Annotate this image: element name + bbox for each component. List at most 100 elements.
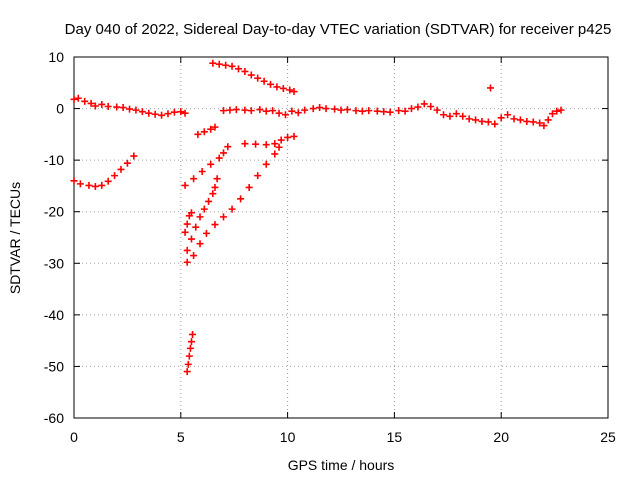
- data-point: [91, 182, 99, 190]
- data-point: [126, 105, 134, 113]
- data-point: [177, 108, 185, 116]
- data-point: [269, 107, 277, 115]
- data-point: [365, 107, 373, 115]
- series-track-a: [209, 59, 298, 96]
- data-point: [237, 195, 245, 203]
- data-point: [220, 149, 228, 157]
- chart-title: Day 040 of 2022, Sidereal Day-to-day VTE…: [65, 21, 612, 38]
- data-point: [262, 160, 270, 168]
- data-point: [267, 80, 275, 88]
- data-point: [181, 109, 189, 117]
- data-point: [529, 118, 537, 126]
- data-point: [262, 107, 270, 115]
- data-point: [279, 84, 287, 92]
- data-point: [241, 67, 249, 75]
- data-point: [232, 106, 240, 114]
- data-point: [185, 352, 193, 360]
- data-point: [395, 107, 403, 115]
- data-point: [98, 181, 106, 189]
- x-tick-label: 5: [177, 429, 185, 445]
- data-point: [414, 103, 422, 111]
- data-point: [91, 102, 99, 110]
- plot-frame: [73, 56, 609, 419]
- data-point: [170, 108, 178, 116]
- series-isolated: [487, 84, 495, 92]
- series-track-g: [181, 209, 195, 236]
- x-tick-label: 25: [600, 429, 616, 445]
- data-point: [123, 159, 131, 167]
- y-tick-label: 0: [56, 101, 64, 117]
- data-point: [260, 77, 268, 85]
- x-axis-label: GPS time / hours: [288, 457, 395, 473]
- data-point: [189, 330, 197, 338]
- series-track-d: [241, 132, 298, 149]
- data-point: [111, 172, 119, 180]
- data-point: [183, 246, 191, 254]
- data-point: [548, 110, 556, 118]
- data-point: [245, 183, 253, 191]
- data-point: [290, 132, 298, 140]
- x-axis-ticks: 0 5 10 15 20 25: [70, 57, 616, 445]
- data-point: [290, 88, 298, 96]
- data-point: [557, 106, 565, 114]
- data-point: [224, 143, 232, 151]
- data-point: [211, 123, 219, 131]
- data-point: [207, 160, 215, 168]
- data-point: [322, 105, 330, 113]
- y-tick-label: -50: [44, 358, 64, 374]
- data-point: [76, 180, 84, 188]
- series-track-f: [183, 175, 221, 254]
- series-main-band: [70, 94, 565, 130]
- data-points: [70, 59, 565, 376]
- data-point: [187, 338, 195, 346]
- data-point: [284, 133, 292, 141]
- data-point: [209, 59, 217, 67]
- data-point: [215, 154, 223, 162]
- data-point: [132, 106, 140, 114]
- data-point: [273, 83, 281, 91]
- data-point: [207, 125, 215, 133]
- data-point: [234, 65, 242, 73]
- data-point: [288, 107, 296, 115]
- y-tick-label: -60: [44, 410, 64, 426]
- data-point: [158, 111, 166, 119]
- data-point: [544, 116, 552, 124]
- data-point: [215, 60, 223, 68]
- x-tick-label: 20: [493, 429, 509, 445]
- data-point: [85, 181, 93, 189]
- data-point: [200, 205, 208, 213]
- data-point: [187, 235, 195, 243]
- data-point: [164, 110, 172, 118]
- data-point: [440, 111, 448, 119]
- data-point: [209, 190, 217, 198]
- data-point: [254, 74, 262, 82]
- data-point: [331, 105, 339, 113]
- data-point: [181, 228, 189, 236]
- data-point: [70, 177, 78, 185]
- data-point: [119, 104, 127, 112]
- data-point: [316, 104, 324, 112]
- data-point: [497, 114, 505, 122]
- data-point: [138, 108, 146, 116]
- data-point: [202, 229, 210, 237]
- data-point: [491, 120, 499, 128]
- data-point: [459, 112, 467, 120]
- series-track-h: [183, 330, 197, 376]
- y-tick-label: 10: [48, 49, 64, 65]
- data-point: [536, 119, 544, 127]
- data-point: [181, 181, 189, 189]
- data-point: [386, 108, 394, 116]
- y-axis-ticks: -60 -50 -40 -30 -20 -10 0 10: [44, 49, 608, 426]
- data-point: [277, 136, 285, 144]
- data-point: [286, 86, 294, 94]
- data-point: [275, 143, 283, 151]
- data-point: [478, 117, 486, 125]
- data-point: [81, 97, 89, 105]
- data-point: [523, 117, 531, 125]
- data-point: [211, 183, 219, 191]
- y-tick-label: -30: [44, 255, 64, 271]
- x-tick-label: 0: [70, 429, 78, 445]
- data-point: [380, 108, 388, 116]
- y-tick-label: -40: [44, 307, 64, 323]
- data-point: [358, 107, 366, 115]
